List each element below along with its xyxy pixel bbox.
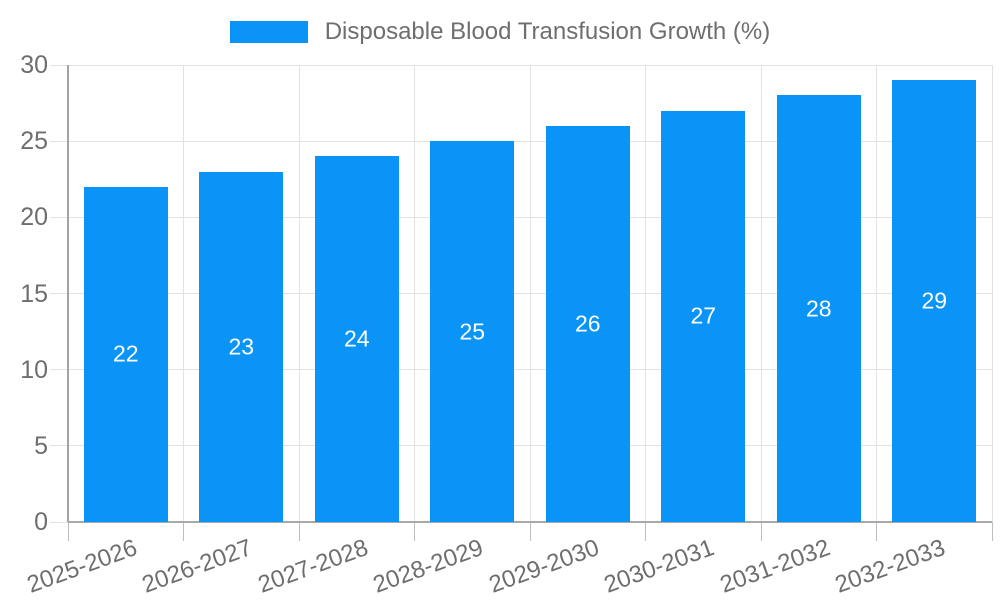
bar[interactable] [776,95,861,522]
x-tick-label: 2027-2028 [254,534,372,599]
y-gridline [50,293,992,294]
y-gridline [50,216,992,218]
x-gridline [298,65,300,522]
bar-value-label: 25 [459,318,486,345]
x-gridline [183,65,184,522]
bar-value-label: 22 [112,340,139,367]
x-axis-line [68,521,992,523]
bar-value-label: 29 [921,287,948,314]
x-tickmark [298,522,300,541]
y-tick-label: 25 [20,127,48,156]
y-tickmark [50,521,68,523]
bar[interactable] [430,141,515,522]
legend-swatch [229,21,308,43]
bar[interactable] [545,125,630,522]
y-tick-label: 20 [20,203,48,232]
x-tickmark [991,522,993,541]
y-tick-label: 15 [20,279,48,308]
x-gridline [760,65,762,522]
bar-value-label: 27 [690,302,717,329]
x-tickmark [414,522,415,541]
x-gridline [414,65,415,522]
bar-value-label: 23 [228,333,255,360]
legend-label: Disposable Blood Transfusion Growth (%) [324,18,771,45]
y-gridline [50,140,992,142]
bar-value-label: 28 [805,295,832,322]
bar[interactable] [314,156,399,522]
legend[interactable]: Disposable Blood Transfusion Growth (%) [0,18,1000,46]
y-gridline [50,445,992,447]
bar-value-label: 24 [343,325,370,352]
bar[interactable] [83,186,168,522]
bar-value-label: 26 [574,310,601,337]
bar[interactable] [892,80,977,522]
y-axis-line [67,65,69,522]
y-tick-label: 0 [34,508,48,536]
x-gridline [876,65,877,522]
x-tick-label: 2029-2030 [485,534,603,599]
x-tickmark [645,522,646,541]
bar[interactable] [199,171,284,522]
x-tick-label: 2032-2033 [832,534,950,599]
x-tick-label: 2030-2031 [601,534,719,599]
y-tick-label: 5 [34,431,48,460]
x-tickmark [67,522,69,541]
y-gridline [50,369,992,371]
x-tickmark [876,522,877,541]
x-tickmark [183,522,184,541]
x-tickmark [529,522,531,541]
x-tickmark [760,522,762,541]
y-tick-label: 30 [20,51,48,79]
x-tick-label: 2026-2027 [139,534,257,599]
x-tick-label: 2031-2032 [716,534,834,599]
bar[interactable] [661,110,746,522]
x-gridline [645,65,646,522]
x-tick-label: 2028-2029 [370,534,488,599]
y-gridline [50,64,992,66]
x-gridline [529,65,531,522]
x-gridline [991,65,993,522]
x-tick-label: 2025-2026 [23,534,141,599]
y-tick-label: 10 [20,355,48,384]
